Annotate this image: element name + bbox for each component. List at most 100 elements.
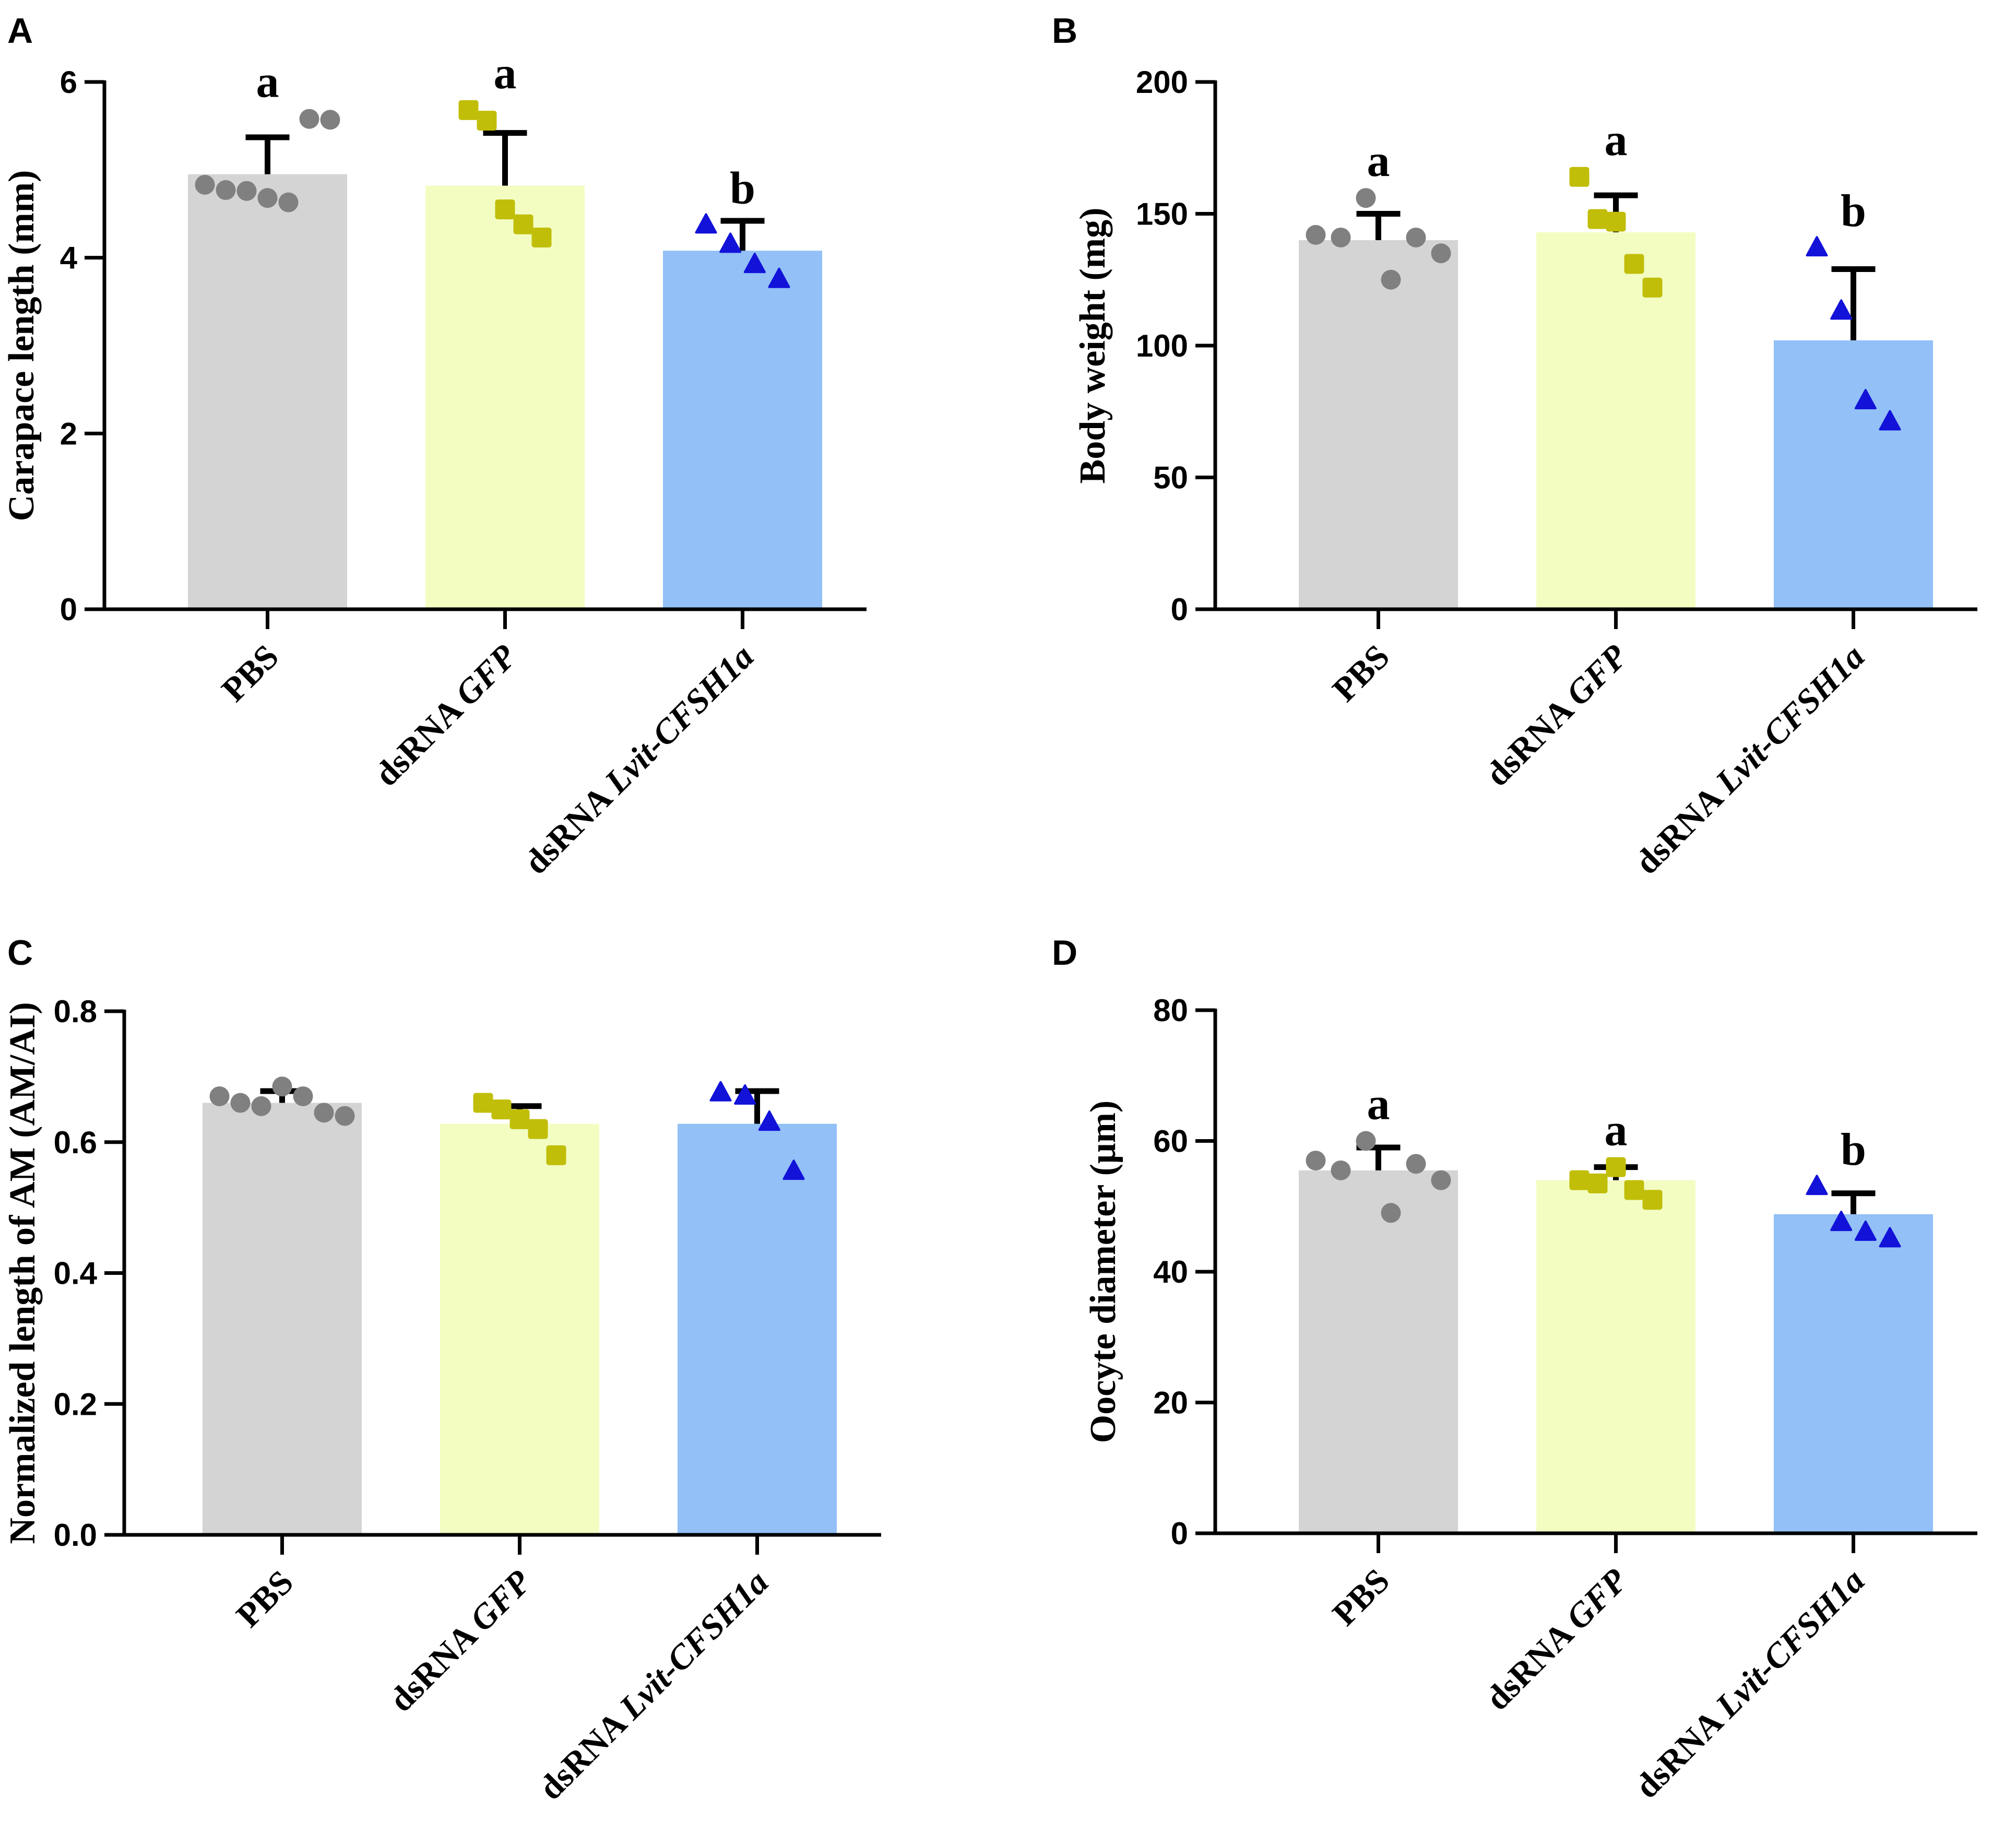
- y-tick-label: 200: [1136, 65, 1188, 100]
- data-point-3-1: [1806, 236, 1828, 257]
- data-point-3-1: [695, 213, 717, 234]
- y-tick-label: 0: [1171, 1516, 1188, 1551]
- data-point-1-4: [272, 1076, 292, 1097]
- data-point-3-3: [1854, 1220, 1877, 1241]
- data-point-1-2: [230, 1093, 251, 1113]
- category-label-3: dsRNA Lvit-CFSH1a: [531, 1563, 776, 1807]
- data-point-3-2: [734, 1084, 756, 1105]
- y-tick-label: 0: [1171, 592, 1188, 627]
- data-point-2-5: [546, 1145, 566, 1165]
- y-tick-label: 150: [1136, 197, 1188, 232]
- data-point-1-2: [1331, 1160, 1351, 1180]
- y-tick-label: 4: [60, 241, 78, 276]
- panel-b: Ba a b 0 50 100 150 200 Body weight (mg) PBS dsRNA…: [1052, 11, 1977, 882]
- category-label-2: dsRNA GFP: [1478, 1561, 1635, 1718]
- bar-3: [1774, 340, 1933, 609]
- data-point-2-1: [1569, 167, 1590, 187]
- data-point-1-3: [1356, 188, 1376, 208]
- y-axis-label: Oocyte diameter (μm): [1083, 1100, 1123, 1443]
- data-point-2-3: [495, 199, 515, 220]
- panel-a: Aa a b 0 2 4 6 Carapace length (mm) PBS dsRNA GFP…: [2, 11, 867, 882]
- panel-c: C 0.0 0.2 0.4 0.6 0.8 Normalized length of AM …: [3, 933, 881, 1807]
- y-axis-label: Normalized length of AM (AM/AI): [3, 1002, 43, 1544]
- significance-letter-3: b: [1841, 186, 1866, 236]
- significance-letter-1: a: [1367, 136, 1390, 186]
- data-point-1-5: [1406, 1154, 1426, 1174]
- y-tick-label: 0.0: [54, 1518, 97, 1553]
- data-point-3-1: [709, 1081, 732, 1102]
- significance-letter-1: a: [1367, 1079, 1390, 1130]
- bar-3: [663, 251, 822, 609]
- significance-letter-2: a: [1605, 1105, 1628, 1156]
- category-label-2: dsRNA GFP: [367, 637, 524, 794]
- bar-1: [203, 1103, 362, 1535]
- panel-letter: C: [7, 933, 33, 973]
- y-tick-label: 2: [60, 416, 77, 451]
- data-point-1-5: [278, 192, 299, 212]
- data-point-1-3: [251, 1096, 271, 1116]
- y-tick-label: 0.4: [54, 1256, 98, 1291]
- significance-letter-2: a: [494, 48, 517, 99]
- data-point-3-4: [782, 1159, 805, 1180]
- data-point-2-5: [1642, 1190, 1663, 1210]
- category-label-1: PBS: [1325, 1561, 1397, 1633]
- data-point-2-1: [458, 100, 479, 120]
- data-point-1-7: [320, 110, 340, 130]
- category-label-1: PBS: [1325, 637, 1397, 709]
- data-point-1-6: [314, 1103, 334, 1123]
- bar-2: [1536, 232, 1695, 610]
- category-label-3: dsRNA Lvit-CFSH1a: [517, 637, 761, 882]
- y-tick-label: 60: [1153, 1124, 1188, 1159]
- data-point-3-3: [743, 253, 766, 274]
- panel-letter: A: [7, 11, 33, 51]
- data-point-3-2: [1830, 299, 1853, 320]
- data-point-3-2: [719, 232, 742, 253]
- category-label-2: dsRNA GFP: [1478, 637, 1635, 794]
- significance-letter-1: a: [256, 57, 279, 108]
- significance-letter-3: b: [1841, 1125, 1866, 1175]
- category-label-3: dsRNA Lvit-CFSH1a: [1628, 637, 1872, 882]
- data-point-3-1: [1806, 1175, 1828, 1196]
- data-point-2-3: [509, 1109, 530, 1129]
- data-point-2-2: [491, 1099, 512, 1120]
- category-label-2: dsRNA GFP: [382, 1563, 539, 1720]
- data-point-1-5: [293, 1086, 313, 1106]
- data-point-2-5: [1642, 277, 1663, 298]
- data-point-1-2: [1331, 227, 1351, 247]
- significance-letter-2: a: [1605, 115, 1628, 165]
- y-tick-label: 40: [1153, 1255, 1188, 1289]
- bar-1: [1299, 1170, 1458, 1533]
- data-point-1-1: [195, 174, 215, 195]
- data-point-1-4: [1381, 269, 1401, 290]
- data-point-1-4: [1381, 1203, 1401, 1223]
- data-point-2-2: [477, 111, 497, 131]
- data-point-3-4: [1879, 410, 1901, 431]
- y-tick-label: 0.2: [54, 1387, 97, 1422]
- bar-2: [425, 185, 585, 610]
- data-point-1-1: [209, 1086, 230, 1106]
- y-tick-label: 0.6: [54, 1125, 97, 1160]
- data-point-2-4: [513, 214, 533, 234]
- data-point-2-4: [1624, 1180, 1644, 1200]
- bar-3: [678, 1123, 837, 1535]
- y-axis-label: Carapace length (mm): [2, 170, 42, 522]
- data-point-1-5: [1406, 227, 1426, 247]
- y-axis-label: Body weight (mg): [1073, 208, 1113, 484]
- data-point-2-4: [528, 1119, 548, 1139]
- data-point-1-1: [1306, 1151, 1326, 1171]
- panel-letter: B: [1052, 11, 1077, 51]
- data-point-2-4: [1624, 254, 1644, 274]
- data-point-2-1: [473, 1093, 493, 1113]
- data-point-1-4: [257, 188, 278, 208]
- data-point-1-3: [236, 181, 257, 201]
- data-point-1-7: [335, 1106, 355, 1126]
- data-point-3-4: [768, 267, 790, 288]
- data-point-1-6: [299, 109, 319, 129]
- bar-2: [1536, 1180, 1695, 1533]
- data-point-3-3: [758, 1110, 780, 1131]
- significance-letter-3: b: [730, 163, 755, 214]
- category-label-1: PBS: [229, 1563, 301, 1635]
- bar-1: [188, 174, 347, 609]
- data-point-3-3: [1854, 389, 1877, 410]
